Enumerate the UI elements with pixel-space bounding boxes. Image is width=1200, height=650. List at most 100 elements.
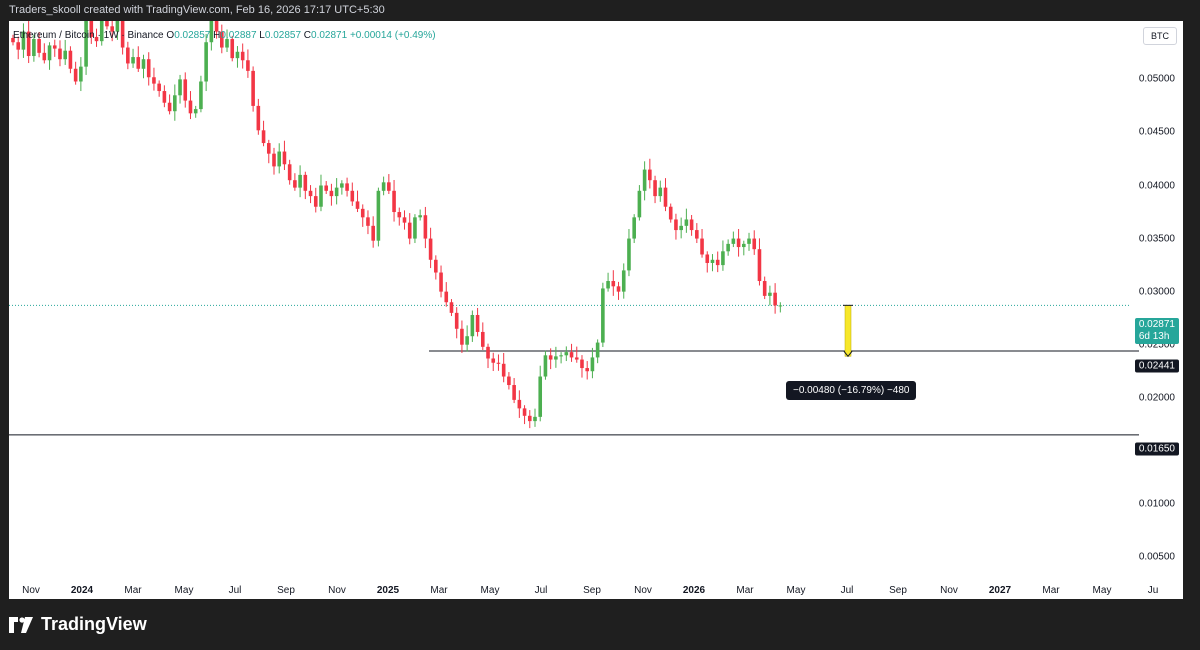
candle-body: [538, 376, 543, 417]
candle-body: [240, 51, 245, 61]
candle-body: [695, 230, 699, 239]
candle-body: [611, 281, 616, 287]
candle-body: [475, 314, 480, 332]
candle-body: [470, 314, 475, 337]
candle-body: [642, 169, 647, 191]
candle-body: [360, 208, 365, 218]
candle-body: [527, 415, 532, 422]
candle-body: [668, 206, 673, 220]
currency-badge[interactable]: BTC: [1143, 27, 1177, 45]
measure-arrowhead: [843, 350, 853, 358]
candle-body: [214, 21, 219, 32]
chart-frame[interactable]: Ethereum / Bitcoin · 1W · Binance O0.028…: [9, 21, 1183, 599]
x-tick-label: Nov: [940, 585, 958, 596]
candle-body: [533, 416, 537, 422]
candle-body: [282, 151, 287, 165]
measure-label: −0.00480 (−16.79%) −480: [786, 381, 917, 400]
level-tag-2: 0.01650: [1134, 442, 1179, 456]
tradingview-logo: TradingView: [9, 614, 147, 635]
candle-body: [569, 352, 574, 358]
candle-body: [308, 190, 313, 197]
candle-body: [136, 57, 141, 69]
candle-body: [110, 26, 114, 32]
x-tick-label: Sep: [583, 585, 601, 596]
y-tick-label: 0.04500: [1138, 126, 1175, 138]
candle-body: [345, 183, 349, 191]
high-label: H: [213, 30, 221, 41]
y-tick-label: 0.03500: [1138, 233, 1175, 245]
x-tick-label: Nov: [328, 585, 346, 596]
candle-body: [371, 225, 375, 241]
x-tick-label: Sep: [889, 585, 907, 596]
candle-body: [564, 352, 569, 356]
bar-countdown: 6d 13h: [1138, 331, 1170, 342]
candle-body: [700, 238, 704, 255]
candle-body: [601, 288, 605, 343]
x-tick-label: 2025: [376, 585, 400, 596]
x-tick-label: Mar: [736, 585, 754, 596]
candle-body: [648, 169, 652, 181]
candle-body: [726, 243, 730, 252]
candle-body: [21, 31, 26, 50]
x-tick-label: 2026: [682, 585, 706, 596]
candle-body: [287, 164, 292, 181]
candle-body: [721, 251, 725, 266]
y-tick-label: 0.04000: [1138, 180, 1175, 191]
candle-body: [522, 408, 527, 416]
x-tick-label: Jul: [228, 585, 242, 596]
low-label: L: [259, 30, 265, 41]
candle-body: [517, 399, 522, 409]
x-tick-label: 2027: [988, 585, 1012, 596]
candle-body: [251, 70, 255, 106]
level-tag-1: 0.02441: [1134, 359, 1179, 373]
measure-bar: [844, 305, 852, 357]
candle-body: [73, 68, 78, 82]
candle-body: [334, 187, 339, 197]
candle-body: [277, 151, 282, 167]
high-value: 0.02887: [220, 30, 257, 41]
candle-body: [632, 217, 636, 239]
change-value: +0.00014 (+0.49%): [349, 30, 436, 41]
candle-body: [199, 81, 203, 110]
candle-body: [496, 362, 501, 364]
x-tick-label: Sep: [277, 585, 295, 596]
candle-body: [710, 259, 715, 263]
candle-body: [340, 183, 344, 188]
open-label: O: [166, 30, 175, 41]
candle-body: [293, 180, 297, 188]
candle-body: [757, 249, 762, 282]
candle-body: [689, 219, 694, 231]
candle-body: [324, 185, 328, 191]
candle-body: [52, 45, 57, 49]
candle-body: [350, 190, 355, 202]
candle-body: [193, 109, 198, 114]
candle-body: [79, 66, 83, 82]
candle-body: [99, 21, 104, 42]
y-tick-label: 0.02000: [1138, 392, 1175, 404]
candle-body: [413, 217, 417, 239]
current-price-value: 0.02871: [1138, 319, 1175, 330]
candle-body: [381, 182, 386, 191]
candle-body: [146, 59, 151, 78]
candle-body: [486, 346, 490, 359]
candle-body: [366, 217, 370, 226]
price-chart[interactable]: [9, 21, 1183, 599]
y-tick-label: 0.01000: [1138, 498, 1175, 510]
candle-body: [183, 79, 188, 101]
candle-body: [266, 143, 271, 154]
candle-body: [465, 336, 469, 345]
candle-body: [491, 358, 496, 363]
candle-body: [731, 238, 736, 244]
x-tick-label: May: [480, 585, 500, 596]
candle-body: [261, 130, 266, 144]
candle-body: [209, 21, 214, 43]
candle-body: [397, 212, 402, 218]
tradingview-logo-icon: [9, 616, 33, 633]
candle-body: [543, 355, 548, 377]
candle-body: [439, 272, 443, 292]
candle-body: [58, 48, 62, 60]
candle-body: [387, 182, 391, 191]
candle-body: [449, 302, 454, 313]
x-tick-label: Jul: [534, 585, 548, 596]
candle-body: [272, 153, 276, 167]
